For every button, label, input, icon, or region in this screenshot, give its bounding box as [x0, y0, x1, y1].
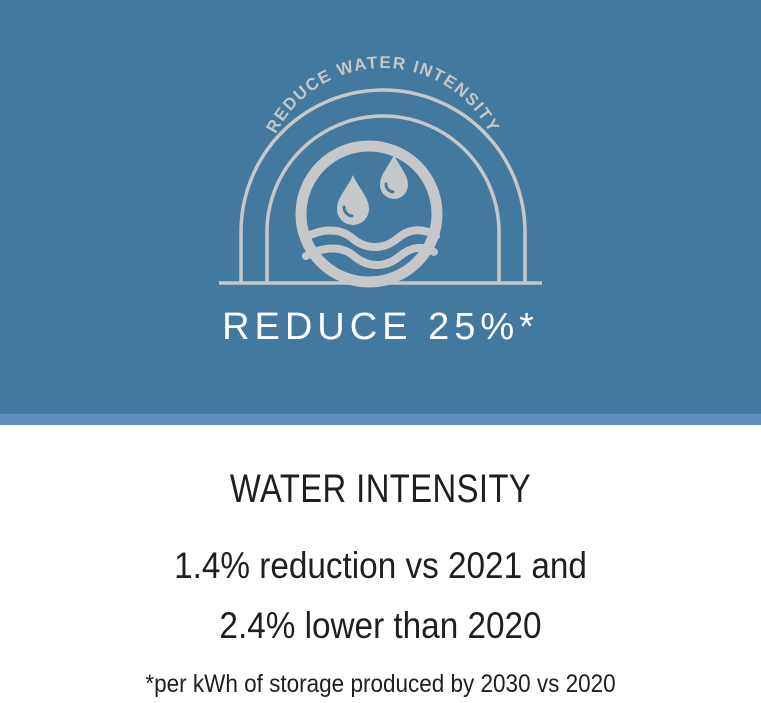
outer-arch — [239, 88, 527, 282]
water-droplets-icon — [337, 155, 408, 225]
badge-arc-text: REDUCE WATER INTENSITY — [262, 53, 503, 136]
metric-title: WATER INTENSITY — [229, 467, 532, 511]
inner-arch — [265, 114, 501, 282]
water-waves-icon — [300, 226, 440, 269]
reduction-target: REDUCE 25%* — [222, 306, 539, 348]
progress-line-1: 1.4% reduction vs 2021 and — [174, 545, 587, 586]
banner-bottom-strip — [0, 414, 761, 425]
goal-banner: REDUCE WATER INTENSITY REDUCE 25%* — [0, 0, 761, 425]
water-intensity-badge: REDUCE WATER INTENSITY — [219, 53, 542, 288]
info-section: WATER INTENSITY 1.4% reduction vs 2021 a… — [0, 425, 761, 703]
progress-line-2: 2.4% lower than 2020 — [219, 605, 542, 646]
footnote: *per kWh of storage produced by 2030 vs … — [145, 670, 616, 698]
banner-background — [0, 0, 761, 414]
